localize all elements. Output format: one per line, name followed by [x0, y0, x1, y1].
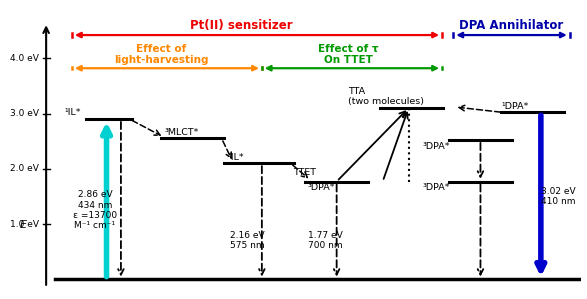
Text: 1.77 eV
700 nm: 1.77 eV 700 nm — [308, 231, 342, 251]
Text: TTET: TTET — [294, 168, 316, 177]
Text: ³IL*: ³IL* — [227, 153, 244, 162]
Text: 3.0 eV: 3.0 eV — [10, 109, 39, 118]
Text: ¹IL*: ¹IL* — [64, 109, 80, 118]
Text: 2.86 eV
434 nm
ε =13700
M⁻¹ cm⁻¹: 2.86 eV 434 nm ε =13700 M⁻¹ cm⁻¹ — [73, 190, 117, 231]
Text: 3.02 eV
410 nm: 3.02 eV 410 nm — [541, 187, 575, 206]
Text: $E$: $E$ — [19, 218, 28, 230]
Text: DPA Annihilator: DPA Annihilator — [460, 19, 564, 32]
Text: ³DPA*: ³DPA* — [308, 183, 335, 192]
Text: Effect of τ
On TTET: Effect of τ On TTET — [318, 44, 379, 65]
Text: ³MLCT*: ³MLCT* — [164, 128, 198, 137]
Text: ¹DPA*: ¹DPA* — [502, 102, 529, 111]
Text: ³DPA*: ³DPA* — [423, 183, 450, 192]
Text: 4.0 eV: 4.0 eV — [11, 54, 39, 63]
Text: 2.0 eV: 2.0 eV — [11, 164, 39, 173]
Text: TTA
(two molecules): TTA (two molecules) — [348, 87, 424, 106]
Text: Pt(II) sensitizer: Pt(II) sensitizer — [190, 19, 293, 32]
Text: 1.0 eV: 1.0 eV — [10, 220, 39, 229]
Text: ³DPA*: ³DPA* — [423, 142, 450, 151]
Text: 2.16 eV
575 nm: 2.16 eV 575 nm — [230, 231, 265, 251]
Text: Effect of
light-harvesting: Effect of light-harvesting — [114, 44, 208, 65]
